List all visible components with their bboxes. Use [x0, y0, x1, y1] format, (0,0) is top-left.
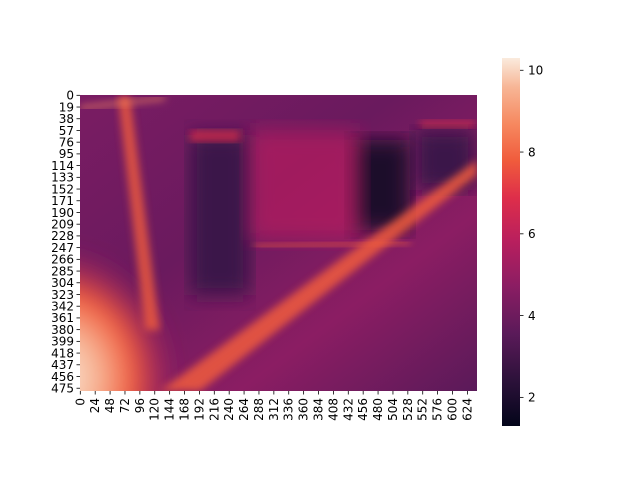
x-tick-label: 264: [237, 398, 251, 421]
x-tick-label: 24: [88, 398, 102, 413]
x-tick-label: 216: [207, 398, 221, 421]
x-tick-label: 168: [178, 398, 192, 421]
y-tick-label: 380: [51, 323, 74, 337]
x-tick-label: 432: [341, 398, 355, 421]
x-tick-label: 552: [416, 398, 430, 421]
x-axis: 0 24 48 72 96 120 144 168 192 216 240 264 288 312 336 3…: [73, 391, 474, 421]
x-tick-label: 360: [297, 398, 311, 421]
y-tick-label: 57: [59, 124, 74, 138]
colorbar-tick-label: 8: [528, 145, 536, 159]
heatmap-image: [80, 95, 477, 391]
y-tick-label: 247: [51, 241, 74, 255]
colorbar-tick-label: 4: [528, 309, 536, 323]
y-axis: 0193857769511413315217119020922824726628…: [51, 89, 80, 396]
y-tick-label: 133: [51, 171, 74, 185]
y-tick-label: 38: [59, 112, 74, 126]
colorbar-ticks: 2 4 6 8 10: [520, 64, 543, 405]
colorbar: [502, 58, 520, 426]
y-tick-label: 456: [51, 370, 74, 384]
y-tick-label: 19: [59, 100, 74, 114]
y-tick-label: 304: [51, 276, 74, 290]
x-tick-label: 624: [460, 398, 474, 421]
x-tick-label: 0: [73, 398, 87, 406]
x-tick-label: 96: [133, 398, 147, 413]
x-tick-label: 144: [163, 398, 177, 421]
x-tick-label: 240: [222, 398, 236, 421]
y-tick-label: 361: [51, 311, 74, 325]
x-tick-label: 192: [192, 398, 206, 421]
y-tick-label: 437: [51, 358, 74, 372]
x-tick-label: 576: [431, 398, 445, 421]
y-tick-label: 418: [51, 346, 74, 360]
colorbar-tick-label: 2: [528, 391, 536, 405]
x-tick-label: 120: [148, 398, 162, 421]
colorbar-tick-label: 6: [528, 227, 536, 241]
y-tick-label: 342: [51, 300, 74, 314]
y-tick-label: 171: [51, 194, 74, 208]
x-tick-label: 336: [282, 398, 296, 421]
y-tick-label: 0: [66, 89, 74, 103]
x-tick-label: 600: [445, 398, 459, 421]
x-tick-label: 504: [386, 398, 400, 421]
y-tick-label: 114: [51, 159, 74, 173]
y-tick-label: 209: [51, 217, 74, 231]
x-tick-label: 72: [118, 398, 132, 413]
x-tick-label: 384: [312, 398, 326, 421]
x-tick-label: 312: [267, 398, 281, 421]
y-tick-label: 76: [59, 135, 74, 149]
y-tick-label: 266: [51, 253, 74, 267]
y-tick-label: 323: [51, 288, 74, 302]
x-tick-label: 408: [326, 398, 340, 421]
y-tick-label: 228: [51, 229, 74, 243]
y-tick-label: 475: [51, 382, 74, 396]
x-tick-label: 456: [356, 398, 370, 421]
x-tick-label: 288: [252, 398, 266, 421]
colorbar-tick-label: 10: [528, 64, 543, 78]
y-tick-label: 152: [51, 182, 74, 196]
x-tick-label: 48: [103, 398, 117, 413]
y-tick-label: 95: [59, 147, 74, 161]
x-tick-label: 528: [401, 398, 415, 421]
y-tick-label: 190: [51, 206, 74, 220]
y-tick-label: 285: [51, 264, 74, 278]
y-tick-label: 399: [51, 335, 74, 349]
x-tick-label: 480: [371, 398, 385, 421]
